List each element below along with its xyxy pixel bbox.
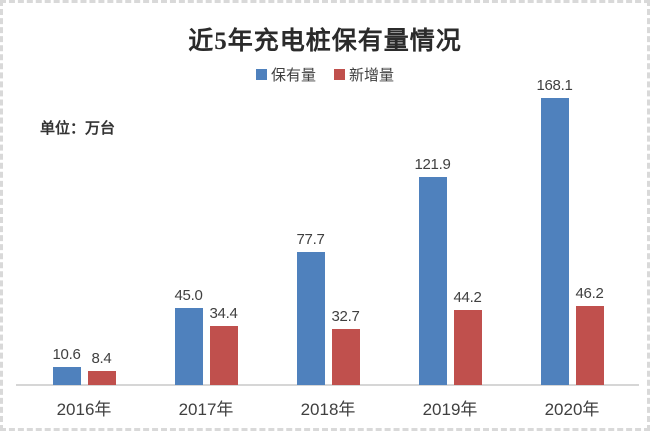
bar-holdings-0 (52, 367, 81, 385)
bar-additions-1 (209, 326, 238, 385)
bar-additions-0 (87, 371, 116, 385)
bar-value-label: 77.7 (296, 231, 325, 248)
bar-holdings-3 (418, 177, 447, 385)
legend-entry-holdings: 保有量 (255, 64, 316, 85)
chart-title: 近5年充电桩保有量情况 (188, 28, 462, 55)
category-label-2017: 2017年 (178, 400, 234, 419)
category-label-2016: 2016年 (56, 400, 112, 419)
legend-swatch-holdings-icon (255, 69, 267, 80)
category-label-2020: 2020年 (544, 400, 600, 419)
category-label-2018: 2018年 (300, 400, 356, 419)
bar-value-label: 10.6 (52, 346, 81, 363)
x-axis-line (16, 384, 639, 386)
legend-label-holdings: 保有量 (270, 68, 316, 84)
legend-swatch-additions-icon (334, 69, 345, 80)
bar-value-label: 32.7 (331, 308, 360, 325)
bar-holdings-2 (296, 252, 325, 385)
legend-entry-additions: 新增量 (334, 64, 394, 85)
bar-value-label: 121.9 (414, 156, 451, 173)
legend-label-additions: 新增量 (349, 68, 395, 84)
legend: 保有量 新增量 (3, 64, 647, 85)
bar-holdings-1 (174, 308, 203, 385)
bar-value-label: 34.4 (209, 305, 238, 322)
bar-value-label: 45.0 (174, 287, 203, 304)
bar-holdings-4 (540, 98, 569, 385)
bar-value-label: 8.4 (91, 350, 112, 367)
bar-additions-3 (453, 310, 482, 385)
bar-additions-2 (331, 329, 360, 385)
bar-value-label: 46.2 (575, 285, 604, 302)
unit-label: 单位：万台 (40, 121, 116, 137)
plot-area: 10.6 8.4 2016年 45.0 34.4 2017年 77.7 32.7 2018年 12… (3, 3, 647, 428)
bar-value-label: 168.1 (536, 77, 573, 94)
category-label-2019: 2019年 (422, 400, 478, 419)
bar-value-label: 44.2 (453, 289, 482, 306)
bar-additions-4 (575, 306, 604, 385)
